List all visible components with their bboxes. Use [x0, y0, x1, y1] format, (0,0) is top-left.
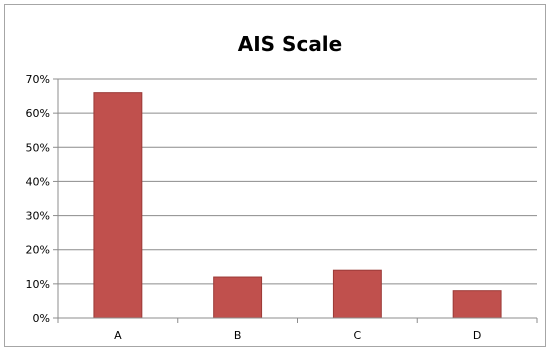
bar-D [452, 290, 502, 319]
y-tick-label: 0% [33, 312, 50, 325]
bar-A [93, 92, 143, 319]
y-tick-label: 40% [26, 175, 50, 188]
y-tick-label: 70% [26, 73, 50, 86]
y-tick-label: 30% [26, 210, 50, 223]
x-axis-ticks: A B C D [57, 318, 538, 342]
bar-B [213, 276, 263, 319]
x-tick-label: D [473, 329, 481, 342]
x-tick-label: C [354, 329, 362, 342]
bars [93, 92, 502, 319]
bar-C [332, 269, 382, 319]
y-tick-label: 50% [26, 141, 50, 154]
y-tick-label: 60% [26, 107, 50, 120]
y-axis-ticks: 0% 10% 20% 30% 40% 50% 60% 70% [26, 73, 58, 325]
x-tick-label: A [114, 329, 122, 342]
y-tick-label: 20% [26, 244, 50, 257]
y-tick-label: 10% [26, 278, 50, 291]
chart-title: AIS Scale [238, 32, 342, 56]
x-tick-label: B [234, 329, 242, 342]
